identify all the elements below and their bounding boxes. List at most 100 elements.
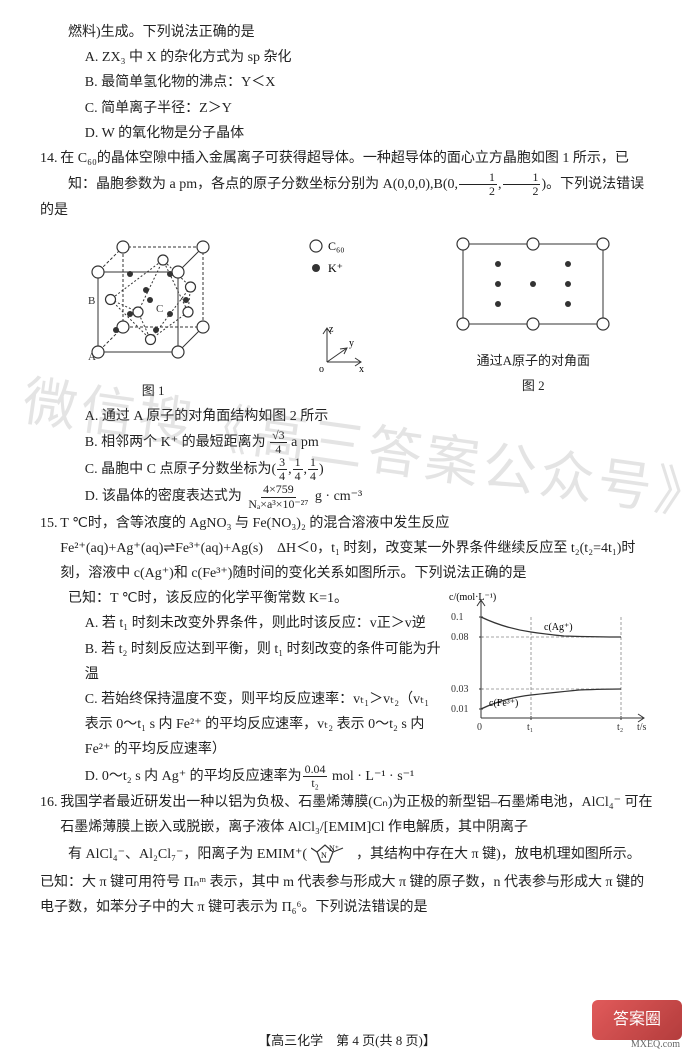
q13-choice-a: A. ZX₃ 中 X 的杂化方式为 sp 杂化 (85, 45, 654, 70)
q13-choice-a-text: ZX₃ 中 X 的杂化方式为 sp 杂化 (102, 50, 292, 65)
q15-choice-d-suffix: mol · L⁻¹ · s⁻¹ (328, 768, 414, 783)
svg-text:c(Ag⁺): c(Ag⁺) (544, 622, 573, 633)
q14-choice-d: D. 该晶体的密度表达式为 4×759Nₐ×a³×10⁻²⁷ g · cm⁻³ (85, 483, 654, 510)
q16-stem: 16. 我国学者最近研发出一种以铝为负极、石墨烯薄膜(Cₙ)为正极的新型铝–石墨… (40, 790, 654, 840)
q16-number: 16. (40, 790, 58, 840)
site-text: MXEQ.com (631, 1036, 680, 1054)
q14-b-num: √3 (270, 429, 286, 443)
q13-choice-c: C. 简单离子半径：Z＞Y (85, 96, 654, 121)
svg-text:0: 0 (477, 722, 482, 733)
q14-d-frac: 4×759Nₐ×a³×10⁻²⁷ (246, 483, 310, 510)
fig1-col: A B C 图 1 (78, 232, 228, 402)
legend-k: K⁺ (328, 261, 343, 275)
page-footer: 【高三化学 第 4 页(共 8 页)】 (0, 1029, 694, 1052)
diagonal-face-svg (451, 232, 616, 347)
svg-text:0.08: 0.08 (451, 632, 469, 643)
cxn: 3 (277, 456, 287, 470)
q15-text: T ℃时，含等浓度的 AgNO₃ 与 Fe(NO₃)₂ 的混合溶液中发生反应 F… (60, 511, 654, 587)
cyfrac: 14 (293, 456, 303, 483)
q14-choice-c-prefix: 晶胞中 C 点原子分数坐标为( (101, 462, 276, 477)
svg-text:B: B (88, 295, 95, 307)
face-caption: 通过A原子的对角面 (477, 349, 590, 372)
fig1-caption: 图 1 (142, 379, 165, 402)
q14-d-num: 4×759 (261, 483, 296, 497)
svg-text:t₂: t₂ (617, 722, 623, 733)
q14-choice-d-suffix: g · cm⁻³ (315, 489, 362, 504)
cyd: 4 (293, 470, 303, 483)
q14-choice-d-prefix: 该晶体的密度表达式为 (102, 489, 242, 504)
svg-text:N: N (321, 851, 327, 860)
q14-d-den: Nₐ×a³×10⁻²⁷ (246, 498, 310, 511)
fig2-caption: 图 2 (522, 374, 545, 397)
q14-choice-c-suffix: ) (319, 462, 324, 477)
q15-d-num: 0.04 (303, 763, 328, 777)
q16-text-1: 我国学者最近研发出一种以铝为负极、石墨烯薄膜(Cₙ)为正极的新型铝–石墨烯电池，… (60, 790, 654, 840)
exam-page: 微信搜《高三答案公众号》 燃料)生成。下列说法正确的是 A. ZX₃ 中 X 的… (0, 0, 694, 1060)
q15-choice-a-text: 若 t₁ 时刻未改变外界条件，则此时该反应：v正＞v逆 (102, 616, 426, 631)
svg-text:t₁: t₁ (527, 722, 533, 733)
q13-choice-b-text: 最简单氢化物的沸点：Y＜X (101, 75, 275, 90)
frac-1-2b: 12 (503, 171, 541, 198)
q15-d-frac: 0.04t₂ (303, 763, 328, 790)
q15-choice-d-prefix: 0～t₂ s 内 Ag⁺ 的平均反应速率为 (102, 768, 302, 783)
q13-intro: 燃料)生成。下列说法正确的是 (40, 20, 654, 45)
q13-choice-b: B. 最简单氢化物的沸点：Y＜X (85, 70, 654, 95)
q14-text-2b: , (498, 177, 502, 192)
q14-text-1: 在 C₆₀的晶体空隙中插入金属离子可获得超导体。一种超导体的面心立方晶胞如图 1… (60, 151, 629, 166)
q14-choice-b-text: 相邻两个 K⁺ 的最短距离为 (101, 435, 266, 450)
q15-d-den: t₂ (309, 777, 320, 790)
czfrac: 14 (308, 456, 318, 483)
svg-text:c(Fe³⁺): c(Fe³⁺) (489, 698, 518, 709)
emim-structure-icon: N N⁺ (311, 840, 353, 870)
q14-text-2a: 知：晶胞参数为 a pm，各点的原子分数坐标分别为 A(0,0,0),B(0, (68, 177, 458, 192)
q13-choice-d: D. W 的氧化物是分子晶体 (85, 121, 654, 146)
frac-1-2b-den: 2 (503, 185, 541, 198)
svg-text:C: C (156, 303, 163, 315)
q13-choice-c-text: 简单离子半径：Z＞Y (101, 101, 232, 116)
q13-choice-d-text: W 的氧化物是分子晶体 (102, 126, 244, 141)
svg-text:A: A (88, 351, 96, 363)
svg-text:0.03: 0.03 (451, 684, 469, 695)
svg-text:x: x (359, 364, 364, 375)
q15-choice-d: D. 0～t₂ s 内 Ag⁺ 的平均反应速率为0.04t₂ mol · L⁻¹… (85, 763, 654, 790)
answer-badge: 答案圈 (592, 1000, 682, 1040)
svg-text:t/s: t/s (637, 722, 647, 733)
legend-svg: C₆₀ K⁺ (304, 232, 374, 282)
czn: 1 (308, 456, 318, 470)
frac-1-2a-den: 2 (459, 185, 497, 198)
q14-choice-c: C. 晶胞中 C 点原子分数坐标为(34,14,14) (85, 456, 654, 483)
q14-figures: A B C 图 1 C₆₀ K⁺ (40, 232, 654, 402)
q15-choice-b-text: 若 t₂ 时刻反应达到平衡，则 t₁ 时刻改变的条件可能为升温 (85, 642, 441, 682)
legend-axes-col: C₆₀ K⁺ z y x o (304, 232, 374, 377)
q14-known: 知：晶胞参数为 a pm，各点的原子分数坐标分别为 A(0,0,0),B(0,1… (40, 171, 654, 223)
czd: 4 (308, 470, 318, 483)
svg-text:z: z (329, 324, 334, 335)
q16-text-2: 有 AlCl₄⁻、Al₂Cl₇⁻，阳离子为 EMIM⁺( N N⁺ ，其结构中存… (40, 840, 654, 920)
svg-text:o: o (319, 364, 324, 375)
q16-text-2-prefix: 有 AlCl₄⁻、Al₂Cl₇⁻，阳离子为 EMIM⁺( (68, 847, 307, 862)
fig2-col: 通过A原子的对角面 图 2 (451, 232, 616, 398)
frac-1-2b-num: 1 (503, 171, 541, 185)
svg-text:0.01: 0.01 (451, 704, 469, 715)
frac-1-2a-num: 1 (459, 171, 497, 185)
svg-text:0.1: 0.1 (451, 612, 464, 623)
q15-graph: 0.1 0.08 0.03 0.01 0 t₁ t₂ t/s c/(mol·L⁻… (449, 590, 654, 740)
cxfrac: 34 (277, 456, 287, 483)
svg-text:y: y (349, 338, 354, 349)
q15-number: 15. (40, 511, 58, 587)
q14-number: 14. (40, 146, 58, 171)
q14-choice-b: B. 相邻两个 K⁺ 的最短距离为 √34 a pm (85, 429, 654, 456)
q15-choice-c-text: 若始终保持温度不变，则平均反应速率：vₜ₁＞vₜ₂（vₜ₁ 表示 0～t₁ s … (85, 692, 429, 757)
q14-b-frac: √34 (270, 429, 286, 456)
legend-c60: C₆₀ (328, 239, 344, 253)
cyn: 1 (293, 456, 303, 470)
q14-stem: 14. 在 C₆₀的晶体空隙中插入金属离子可获得超导体。一种超导体的面心立方晶胞… (40, 146, 654, 171)
q14-choice-b-suffix: a pm (291, 435, 319, 450)
q14-choice-a-text: 通过 A 原子的对角面结构如图 2 所示 (102, 409, 328, 424)
crystal-cell-svg: A B C (78, 232, 228, 377)
svg-text:c/(mol·L⁻¹): c/(mol·L⁻¹) (449, 592, 496, 603)
frac-1-2a: 12 (459, 171, 497, 198)
axes-svg: z y x o (309, 322, 369, 377)
q15-stem: 15. T ℃时，含等浓度的 AgNO₃ 与 Fe(NO₃)₂ 的混合溶液中发生… (40, 511, 654, 587)
q14-choice-a: A. 通过 A 原子的对角面结构如图 2 所示 (85, 404, 654, 429)
